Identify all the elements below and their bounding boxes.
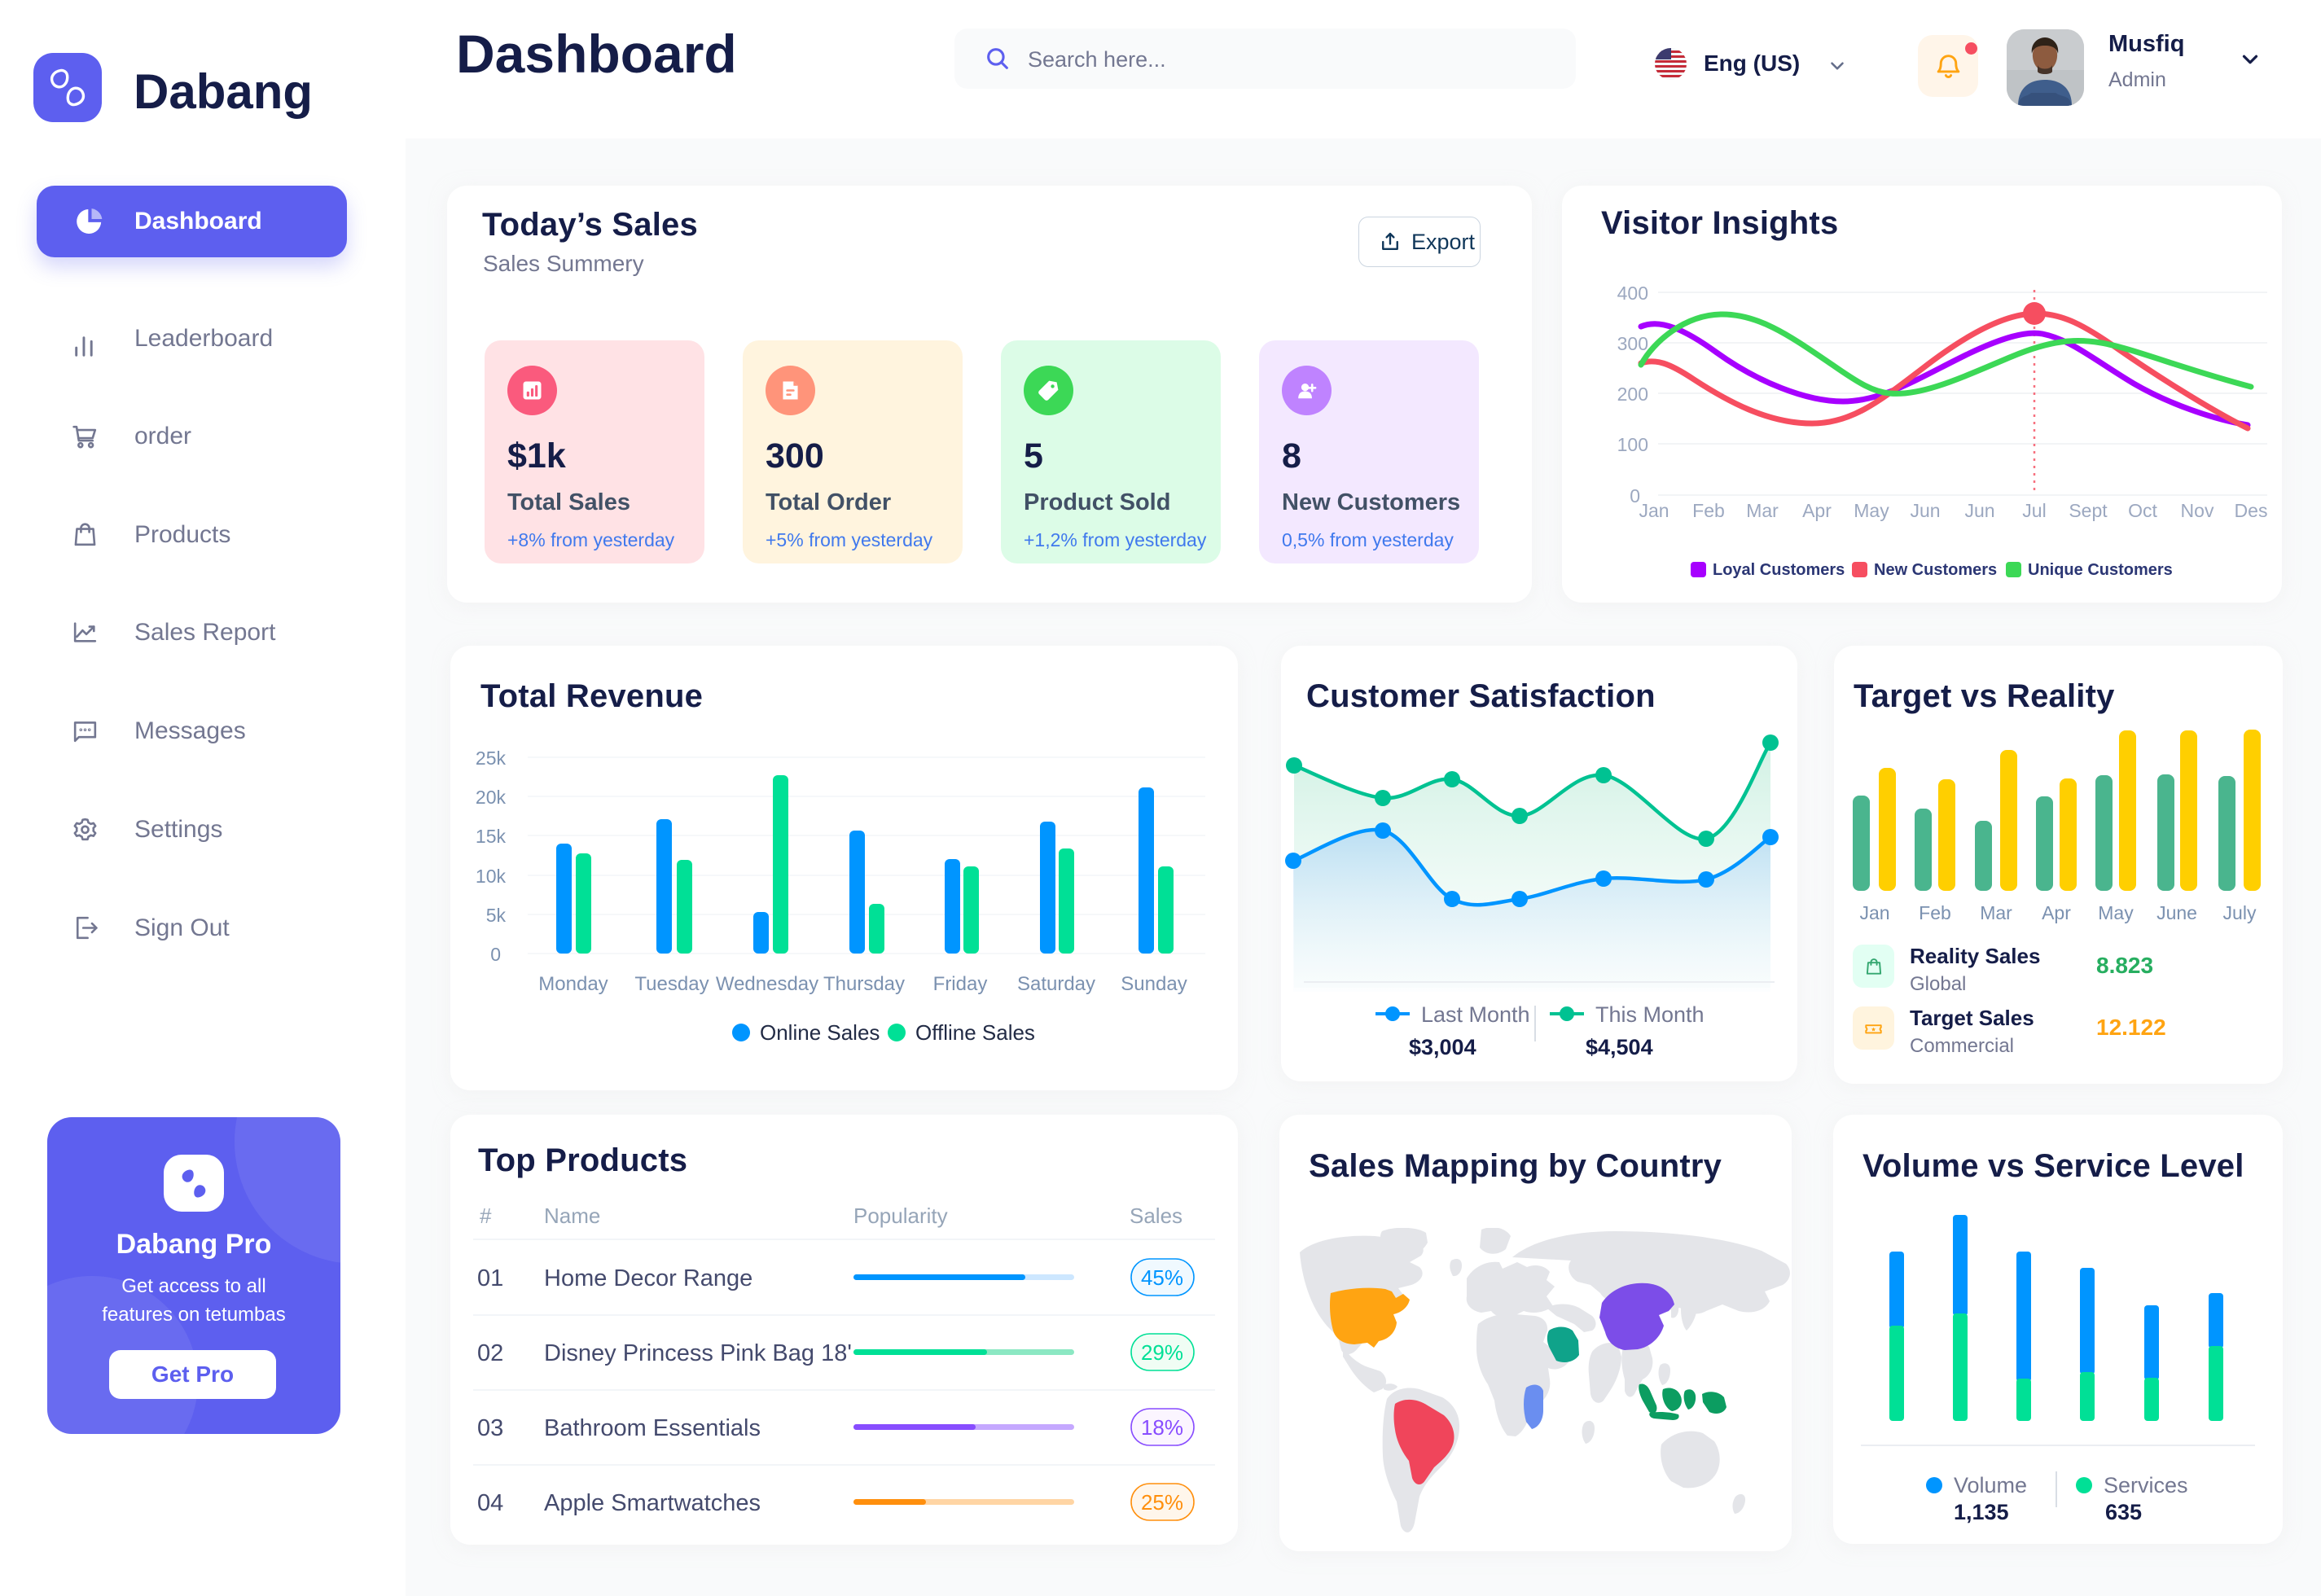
svg-text:Friday: Friday [933, 973, 988, 995]
svg-text:Offline Sales: Offline Sales [915, 1020, 1035, 1045]
svg-text:15k: 15k [476, 826, 507, 847]
svg-text:#: # [480, 1204, 492, 1228]
svg-text:$4,504: $4,504 [1586, 1035, 1653, 1059]
svg-text:0: 0 [1630, 485, 1640, 506]
svg-text:Bathroom Essentials: Bathroom Essentials [544, 1415, 761, 1441]
svg-text:Jun: Jun [1910, 500, 1940, 521]
svg-text:Oct: Oct [2128, 500, 2157, 521]
svg-text:Volume: Volume [1954, 1473, 2027, 1497]
svg-text:5k: 5k [486, 905, 507, 926]
svg-text:Sept: Sept [2069, 500, 2108, 521]
svg-text:$3,004: $3,004 [1409, 1035, 1476, 1059]
svg-text:Tuesday: Tuesday [634, 973, 709, 995]
svg-text:Disney Princess Pink Bag 18': Disney Princess Pink Bag 18' [544, 1340, 852, 1366]
svg-text:Sales: Sales [1130, 1204, 1182, 1228]
svg-text:May: May [1854, 500, 1889, 521]
svg-text:Thursday: Thursday [823, 973, 905, 995]
svg-text:18%: 18% [1141, 1415, 1183, 1440]
svg-text:02: 02 [477, 1340, 503, 1366]
svg-text:Name: Name [544, 1204, 600, 1228]
svg-text:200: 200 [1617, 384, 1648, 405]
svg-text:29%: 29% [1141, 1340, 1183, 1365]
svg-text:New Customers: New Customers [1874, 561, 1997, 579]
svg-text:May: May [2098, 902, 2134, 923]
svg-text:July: July [2223, 902, 2257, 923]
svg-text:Target Sales: Target Sales [1910, 1006, 2034, 1030]
svg-text:0: 0 [490, 944, 501, 965]
svg-text:Feb: Feb [1919, 902, 1951, 923]
svg-text:This Month: This Month [1595, 1002, 1705, 1027]
svg-text:03: 03 [477, 1415, 503, 1441]
svg-text:Wednesday: Wednesday [716, 973, 818, 995]
svg-text:Jun: Jun [1964, 500, 1994, 521]
svg-text:45%: 45% [1141, 1265, 1183, 1290]
svg-text:300: 300 [1617, 333, 1648, 354]
svg-text:Loyal Customers: Loyal Customers [1713, 561, 1845, 579]
svg-text:100: 100 [1617, 434, 1648, 455]
svg-text:Online Sales: Online Sales [760, 1020, 880, 1045]
svg-text:12.122: 12.122 [2096, 1015, 2166, 1040]
svg-text:Popularity: Popularity [853, 1204, 948, 1228]
svg-text:Last Month: Last Month [1421, 1002, 1530, 1027]
svg-text:Unique Customers: Unique Customers [2028, 561, 2173, 579]
svg-text:Feb: Feb [1692, 500, 1725, 521]
svg-text:Home Decor Range: Home Decor Range [544, 1265, 752, 1291]
svg-text:Sunday: Sunday [1121, 973, 1187, 995]
svg-text:400: 400 [1617, 283, 1648, 304]
svg-text:Services: Services [2104, 1473, 2188, 1497]
svg-text:8.823: 8.823 [2096, 953, 2153, 978]
svg-text:25%: 25% [1141, 1490, 1183, 1515]
svg-text:Des: Des [2235, 500, 2268, 521]
svg-text:Jul: Jul [2022, 500, 2046, 521]
svg-text:Saturday: Saturday [1017, 973, 1095, 995]
svg-text:Apple Smartwatches: Apple Smartwatches [544, 1490, 761, 1516]
svg-text:Jan: Jan [1859, 902, 1889, 923]
svg-text:June: June [2156, 902, 2197, 923]
svg-text:Commercial: Commercial [1910, 1035, 2014, 1057]
svg-text:20k: 20k [476, 787, 507, 808]
svg-text:Mar: Mar [1746, 500, 1779, 521]
svg-text:1,135: 1,135 [1954, 1500, 2009, 1524]
svg-text:635: 635 [2105, 1500, 2142, 1524]
svg-text:Apr: Apr [2042, 902, 2071, 923]
svg-text:Jan: Jan [1639, 500, 1669, 521]
svg-text:25k: 25k [476, 748, 507, 769]
svg-text:Mar: Mar [1980, 902, 2012, 923]
svg-text:04: 04 [477, 1490, 503, 1516]
svg-text:Monday: Monday [538, 973, 608, 995]
svg-text:Global: Global [1910, 973, 1966, 995]
svg-text:Nov: Nov [2181, 500, 2214, 521]
svg-text:Apr: Apr [1802, 500, 1832, 521]
svg-text:Reality Sales: Reality Sales [1910, 944, 2040, 968]
svg-text:10k: 10k [476, 866, 507, 887]
svg-text:01: 01 [477, 1265, 503, 1291]
